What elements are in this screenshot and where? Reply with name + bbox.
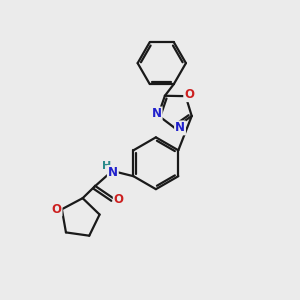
Text: O: O (184, 88, 194, 101)
Text: N: N (108, 166, 118, 179)
Text: O: O (114, 193, 124, 206)
Text: N: N (152, 107, 162, 120)
Text: N: N (175, 122, 185, 134)
Text: O: O (52, 203, 61, 216)
Text: H: H (102, 160, 112, 171)
